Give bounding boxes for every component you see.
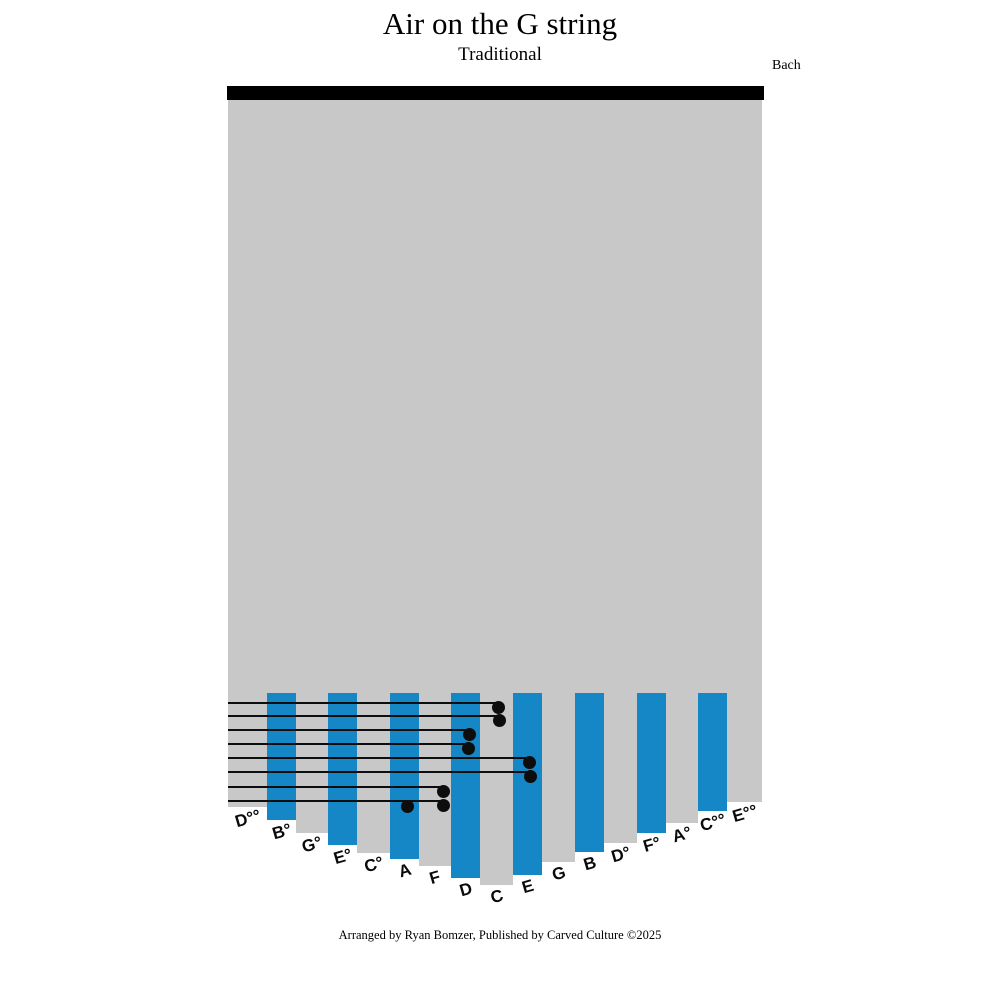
note-dot-C: [491, 700, 505, 714]
footer-credit: Arranged by Ryan Bomzer, Published by Ca…: [338, 928, 662, 942]
tine-column-E°°: [727, 693, 762, 802]
tine-column-G: [542, 693, 575, 862]
note-line-2: [228, 714, 501, 718]
note-dot-D: [462, 727, 476, 741]
composer-credit: Bach: [772, 58, 801, 73]
tine-column-D°°: [228, 693, 267, 807]
note-line-8: [228, 799, 445, 803]
note-dot-A: [400, 800, 414, 813]
kalimba-header-bar: [227, 86, 764, 100]
note-line-4: [228, 742, 470, 746]
page-subtitle: Traditional: [458, 44, 542, 65]
note-dot-E: [523, 769, 537, 783]
tine-column-E: [513, 693, 542, 875]
kalimba-body: [228, 100, 762, 694]
tine-column-D: [451, 693, 480, 878]
page-title: Air on the G string: [382, 6, 618, 41]
note-line-5: [228, 756, 531, 760]
note-dot-E: [522, 755, 536, 769]
tine-column-F°: [637, 693, 666, 833]
note-line-3: [228, 728, 471, 732]
tine-column-B: [575, 693, 604, 852]
note-dot-F: [436, 798, 450, 812]
note-line-6: [228, 770, 532, 774]
tine-column-D°: [604, 693, 637, 843]
tine-column-A: [390, 693, 419, 859]
note-line-7: [228, 785, 445, 789]
tine-column-B°: [267, 693, 296, 820]
note-dot-C: [492, 713, 506, 727]
tine-column-E°: [328, 693, 357, 845]
note-dot-D: [461, 741, 475, 755]
tine-column-C°°: [698, 693, 727, 811]
tine-column-A°: [666, 693, 698, 823]
note-line-1: [228, 701, 500, 705]
tine-column-F: [419, 693, 451, 866]
note-dot-F: [436, 784, 450, 798]
